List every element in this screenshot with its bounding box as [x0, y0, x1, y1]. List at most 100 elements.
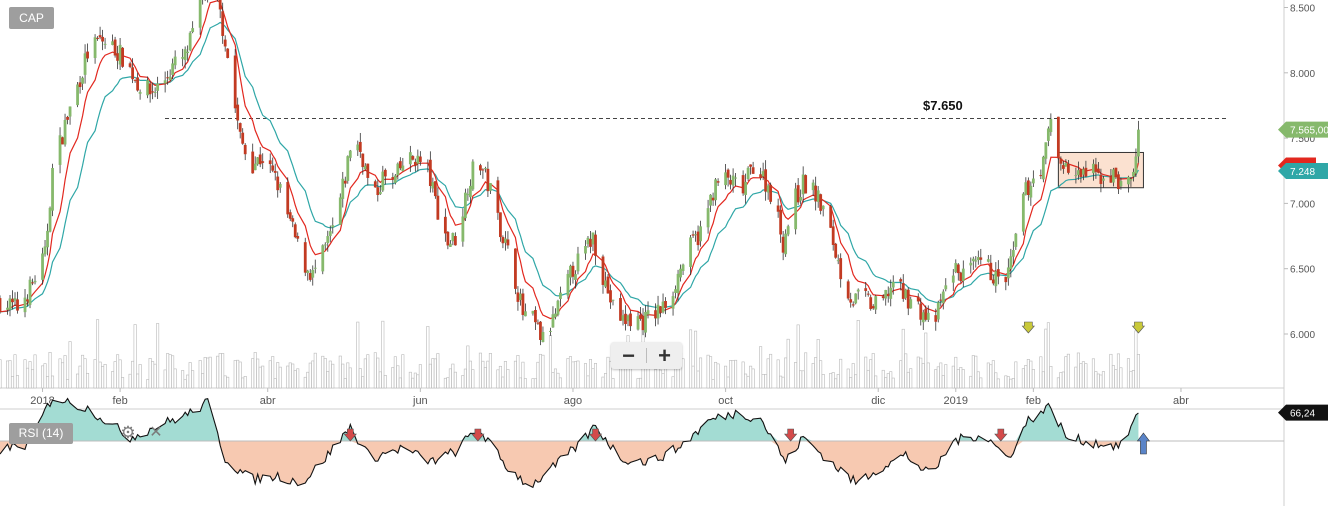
- candle-body: [418, 156, 422, 162]
- candle-body: [16, 299, 19, 311]
- volume-bar: [31, 369, 35, 389]
- candle-body: [644, 311, 647, 333]
- candle-body: [1004, 276, 1008, 283]
- candle-body: [1006, 267, 1010, 279]
- volume-bar: [1116, 353, 1120, 389]
- volume-bar: [1119, 367, 1123, 389]
- volume-bar: [103, 364, 107, 389]
- candle-body: [576, 253, 580, 272]
- volume-bar: [306, 371, 310, 389]
- candle-body: [166, 77, 170, 79]
- volume-bar: [156, 323, 160, 389]
- candle-body: [373, 181, 377, 188]
- volume-bar: [588, 359, 592, 389]
- candle-body: [253, 163, 257, 171]
- gear-icon[interactable]: ⚙: [120, 423, 136, 442]
- candle-body: [731, 175, 735, 186]
- candle-body: [428, 159, 432, 187]
- close-icon[interactable]: ✕: [149, 424, 163, 441]
- candle-body: [431, 182, 435, 189]
- candlesticks: [0, 0, 1140, 346]
- candle-body: [591, 232, 595, 245]
- candle-body: [1031, 178, 1035, 184]
- zoom-out-button[interactable]: −: [622, 343, 635, 368]
- volume-bar: [864, 356, 868, 389]
- candle-body: [716, 181, 720, 183]
- candle-body: [586, 237, 590, 245]
- candle-body: [1081, 169, 1085, 175]
- volume-bar: [1076, 352, 1080, 389]
- candle-body: [96, 37, 99, 39]
- candle-body: [659, 306, 662, 313]
- volume-bar: [939, 362, 943, 389]
- candle-body: [308, 273, 312, 280]
- volume-bar: [886, 373, 890, 389]
- volume-bar: [33, 354, 37, 389]
- volume-bar: [919, 357, 923, 389]
- volume-bar: [636, 378, 640, 389]
- rsi-arrow-down-icon: [471, 428, 485, 442]
- price-axis-marker-label: 7.565,00: [1290, 126, 1328, 137]
- volume-bar: [516, 355, 520, 389]
- price-axis-marker: [1278, 121, 1328, 138]
- volume-bar: [221, 353, 225, 389]
- candle-body: [1064, 163, 1068, 167]
- rsi-line: [0, 397, 1139, 489]
- candle-body: [584, 246, 587, 254]
- volume-bar: [168, 354, 172, 389]
- volume-bar: [1081, 361, 1085, 389]
- volume-bar: [171, 355, 175, 389]
- volume-bar: [811, 363, 815, 389]
- candle-body: [1066, 163, 1070, 173]
- candle-body: [906, 289, 910, 309]
- candle-body: [43, 246, 47, 255]
- volume-bar: [51, 375, 55, 389]
- volume-bar: [689, 329, 693, 389]
- volume-bar: [874, 375, 878, 389]
- candle-body: [504, 238, 507, 243]
- volume-bar: [786, 338, 790, 389]
- volume-bar: [343, 378, 347, 389]
- volume-bar: [383, 375, 387, 389]
- zoom-in-button[interactable]: +: [658, 343, 671, 368]
- candle-body: [118, 44, 122, 65]
- date-tick-label: jun: [412, 395, 428, 407]
- volume-bar: [991, 360, 995, 389]
- volume-bar: [724, 365, 728, 389]
- rsi-fill-below: [0, 441, 1139, 488]
- candle-body: [288, 212, 292, 219]
- candle-body: [313, 267, 317, 269]
- candle-body: [1132, 171, 1135, 177]
- volume-bar: [391, 367, 395, 389]
- rsi-indicator-label[interactable]: RSI (14): [9, 423, 73, 444]
- symbol-label[interactable]: CAP: [9, 7, 54, 29]
- volume-bar: [926, 362, 930, 389]
- candle-body: [831, 226, 835, 245]
- volume-bar: [1111, 365, 1115, 389]
- volume-bar: [8, 360, 12, 389]
- candle-body: [689, 237, 692, 267]
- candle-body: [589, 238, 592, 247]
- candle-body: [621, 315, 625, 321]
- candle-body: [401, 165, 405, 172]
- candle-body: [664, 300, 667, 308]
- volume-bar: [223, 375, 227, 389]
- candle-body: [233, 55, 237, 109]
- candle-body: [1061, 165, 1065, 169]
- candle-body: [489, 182, 492, 191]
- date-tick-label: abr: [1173, 395, 1189, 407]
- candle-body: [483, 168, 487, 170]
- candle-body: [271, 165, 275, 171]
- volume-bar: [959, 367, 963, 389]
- candle-body: [363, 165, 367, 170]
- volume-bar: [781, 376, 785, 389]
- candle-body: [849, 299, 853, 303]
- volume-bar: [396, 365, 400, 389]
- volume-bar: [744, 373, 748, 389]
- candle-body: [531, 310, 535, 314]
- volume-bar: [273, 378, 277, 389]
- volume-bar: [779, 375, 783, 389]
- candle-body: [974, 260, 978, 262]
